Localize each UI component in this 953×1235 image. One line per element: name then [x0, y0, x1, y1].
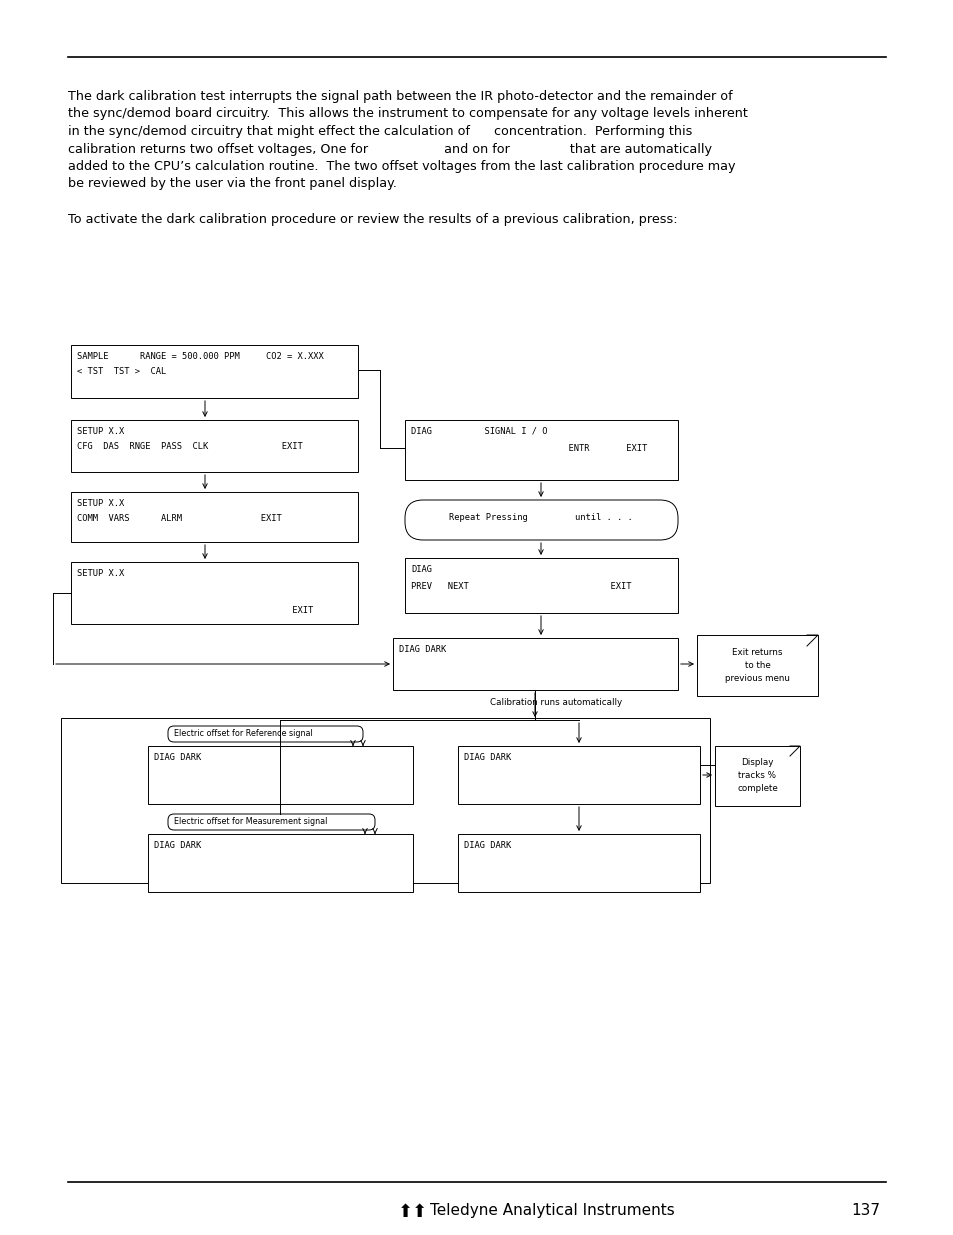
Bar — [71, 420, 357, 472]
Text: Repeat Pressing         until . . .: Repeat Pressing until . . . — [449, 513, 632, 522]
Bar — [457, 746, 700, 804]
Bar — [148, 746, 413, 804]
Bar — [393, 638, 678, 690]
Text: SETUP X.X: SETUP X.X — [77, 499, 124, 508]
Text: PREV   NEXT                           EXIT: PREV NEXT EXIT — [411, 582, 631, 592]
Bar — [148, 834, 413, 892]
Text: COMM  VARS      ALRM               EXIT: COMM VARS ALRM EXIT — [77, 514, 281, 522]
Bar — [405, 558, 678, 613]
Text: tracks %: tracks % — [738, 771, 776, 781]
Text: Display: Display — [740, 758, 773, 767]
Text: Teledyne Analytical Instruments: Teledyne Analytical Instruments — [430, 1203, 674, 1218]
Bar — [714, 746, 800, 806]
Text: SAMPLE      RANGE = 500.000 PPM     CO2 = X.XXX: SAMPLE RANGE = 500.000 PPM CO2 = X.XXX — [77, 352, 323, 361]
Text: the sync/demod board circuitry.  This allows the instrument to compensate for an: the sync/demod board circuitry. This all… — [68, 107, 747, 121]
Text: < TST  TST >  CAL: < TST TST > CAL — [77, 367, 166, 375]
Bar — [61, 718, 709, 883]
Text: previous menu: previous menu — [724, 674, 789, 683]
FancyBboxPatch shape — [405, 500, 678, 540]
Text: 137: 137 — [850, 1203, 879, 1218]
Text: complete: complete — [737, 784, 777, 793]
Text: DIAG: DIAG — [411, 564, 432, 574]
Bar — [697, 635, 817, 697]
Text: added to the CPU’s calculation routine.  The two offset voltages from the last c: added to the CPU’s calculation routine. … — [68, 161, 735, 173]
Text: DIAG DARK: DIAG DARK — [153, 841, 201, 850]
Text: DIAG DARK: DIAG DARK — [153, 753, 201, 762]
Text: Electric offset for Reference signal: Electric offset for Reference signal — [173, 729, 313, 739]
FancyBboxPatch shape — [168, 726, 363, 742]
Text: Electric offset for Measurement signal: Electric offset for Measurement signal — [173, 818, 327, 826]
Text: DIAG DARK: DIAG DARK — [463, 753, 511, 762]
FancyBboxPatch shape — [168, 814, 375, 830]
Text: be reviewed by the user via the front panel display.: be reviewed by the user via the front pa… — [68, 178, 396, 190]
Text: SETUP X.X: SETUP X.X — [77, 427, 124, 436]
Text: calibration returns two offset voltages, One for                   and on for   : calibration returns two offset voltages,… — [68, 142, 711, 156]
Bar — [457, 834, 700, 892]
Bar — [71, 345, 357, 398]
Text: ENTR       EXIT: ENTR EXIT — [411, 445, 646, 453]
Text: The dark calibration test interrupts the signal path between the IR photo-detect: The dark calibration test interrupts the… — [68, 90, 732, 103]
Text: SETUP X.X: SETUP X.X — [77, 569, 124, 578]
Text: in the sync/demod circuitry that might effect the calculation of      concentrat: in the sync/demod circuitry that might e… — [68, 125, 692, 138]
Text: Exit returns: Exit returns — [732, 648, 781, 657]
Bar — [405, 420, 678, 480]
Bar — [71, 492, 357, 542]
Text: DIAG DARK: DIAG DARK — [463, 841, 511, 850]
Text: To activate the dark calibration procedure or review the results of a previous c: To activate the dark calibration procedu… — [68, 212, 677, 226]
Text: CFG  DAS  RNGE  PASS  CLK              EXIT: CFG DAS RNGE PASS CLK EXIT — [77, 442, 302, 451]
Text: DIAG DARK: DIAG DARK — [398, 645, 446, 655]
Text: Calibration runs automatically: Calibration runs automatically — [490, 698, 621, 706]
Text: DIAG          SIGNAL I / O: DIAG SIGNAL I / O — [411, 427, 547, 436]
Bar — [71, 562, 357, 624]
Text: to the: to the — [744, 661, 770, 671]
Text: ⬆⬆: ⬆⬆ — [397, 1203, 428, 1221]
Text: EXIT: EXIT — [77, 606, 313, 615]
